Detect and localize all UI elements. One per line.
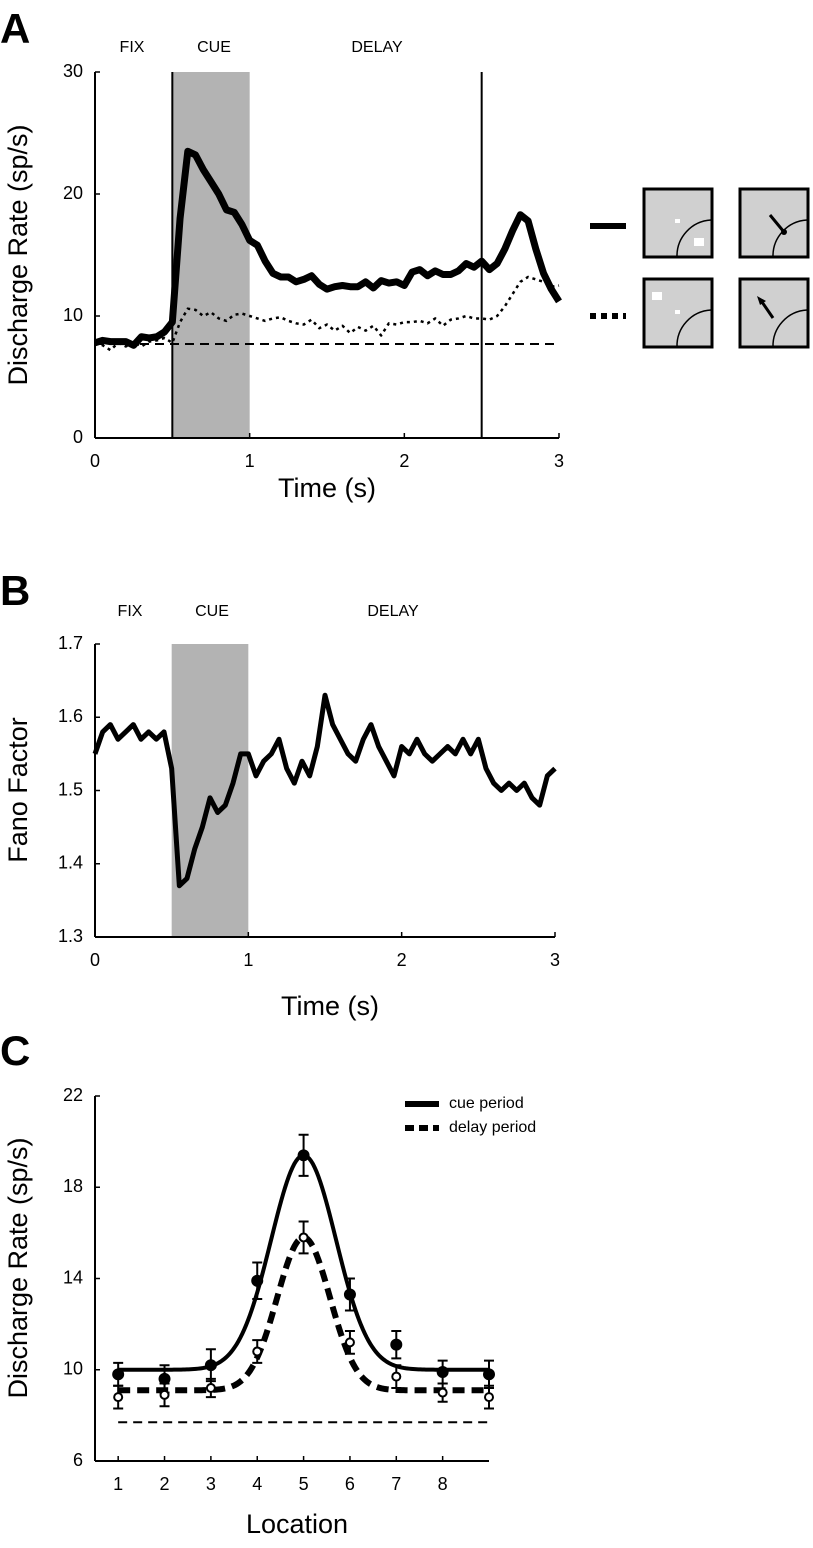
period-label: FIX [120,39,145,56]
data-point [204,1359,217,1372]
x-tick-label: 1 [245,451,255,471]
icon-cue-pref [642,187,714,259]
x-tick-label: 3 [550,950,560,970]
data-point [483,1368,495,1381]
y-tick-label: 18 [63,1176,83,1196]
y-tick-label: 22 [63,1085,83,1105]
period-label: FIX [118,603,143,620]
y-tick-label: 30 [63,61,83,81]
fit-curve [118,1153,489,1372]
y-tick-label: 20 [63,183,83,203]
y-axis-label: Discharge Rate (sp/s) [3,1137,33,1398]
icon-saccade-pref [738,187,810,259]
data-point [437,1387,448,1398]
data-point [297,1149,310,1162]
cue-shading [172,72,250,438]
x-axis-label: Time (s) [281,991,379,1021]
y-tick-label: 1.3 [58,926,83,946]
icon-cue-nonpref [642,277,714,349]
y-tick-label: 10 [63,1359,83,1379]
panel-letter: A [0,5,30,52]
x-tick-label: 0 [90,950,100,970]
period-label: CUE [195,603,229,620]
x-tick-label: 0 [90,451,100,471]
period-label: CUE [197,39,231,56]
data-point [391,1371,402,1382]
x-tick-label: 7 [391,1474,401,1494]
x-tick-label: 3 [206,1474,216,1494]
data-line [92,692,557,889]
x-tick-label: 6 [345,1474,355,1494]
y-tick-label: 14 [63,1267,83,1287]
fit-curve [118,1234,489,1394]
x-tick-label: 8 [438,1474,448,1494]
data-point [112,1368,125,1381]
data-point [344,1337,355,1348]
cue-shading [171,644,249,937]
y-tick-label: 6 [73,1450,83,1470]
data-point [343,1288,356,1301]
legend-label: delay period [449,1119,536,1136]
y-tick-label: 1.4 [58,853,83,873]
data-point [298,1232,309,1243]
legend-label: cue period [449,1095,524,1112]
period-label: DELAY [351,39,403,56]
panel-letter: B [0,567,30,614]
data-point [158,1372,171,1385]
data-point [484,1392,494,1403]
y-axis-label: Discharge Rate (sp/s) [3,124,33,385]
y-tick-label: 10 [63,305,83,325]
x-axis-label: Time (s) [278,473,376,503]
data-point [159,1389,170,1400]
data-point [252,1346,263,1357]
x-tick-label: 1 [243,950,253,970]
data-point [390,1338,403,1351]
x-tick-label: 3 [554,451,564,471]
x-tick-label: 4 [252,1474,262,1494]
data-point [436,1366,449,1379]
y-tick-label: 1.7 [58,633,83,653]
y-axis-label: Fano Factor [3,717,33,863]
x-tick-label: 2 [397,950,407,970]
x-tick-label: 1 [113,1474,123,1494]
data-point [113,1392,124,1403]
y-tick-label: 1.5 [58,779,83,799]
data-point [205,1383,216,1393]
x-tick-label: 5 [299,1474,309,1494]
x-axis-label: Location [246,1509,348,1539]
period-label: DELAY [367,603,419,620]
x-tick-label: 2 [399,451,409,471]
icon-saccade-nonpref [738,277,810,349]
y-tick-label: 1.6 [58,706,83,726]
x-tick-label: 2 [160,1474,170,1494]
task-icons [590,187,810,349]
data-point [251,1274,264,1287]
data-line [94,275,560,352]
panel-letter: C [0,1027,30,1074]
y-tick-label: 0 [73,427,83,447]
data-line [93,147,562,349]
